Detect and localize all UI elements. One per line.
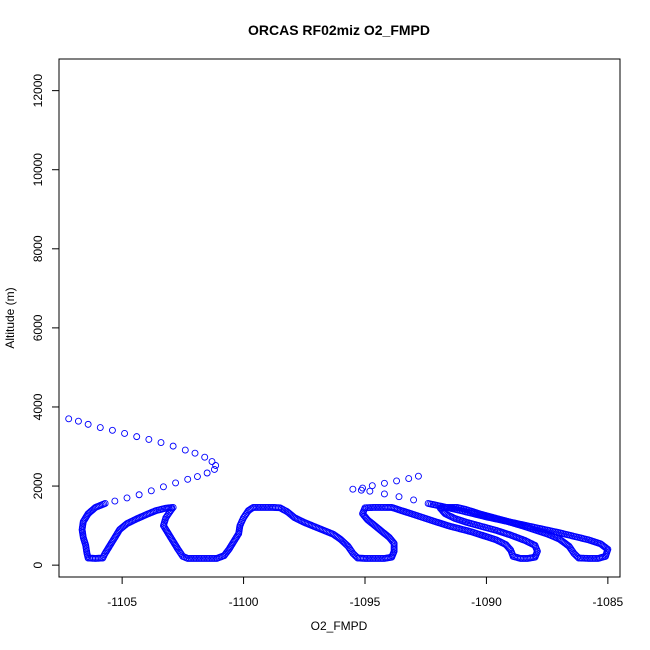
data-point (181, 446, 189, 454)
y-tick-label: 10000 (31, 153, 45, 187)
data-point (84, 420, 92, 428)
data-point (145, 435, 153, 443)
data-point (159, 483, 167, 491)
data-point (414, 472, 422, 480)
data-point (210, 466, 218, 473)
data-point (184, 475, 192, 483)
chart-title: ORCAS RF02miz O2_FMPD (248, 22, 430, 38)
data-point (203, 469, 211, 477)
x-axis: -1105 -1100 -1095 -1090 -1085 (107, 576, 624, 609)
data-point (157, 439, 165, 447)
data-point (359, 484, 367, 492)
data-point (393, 477, 401, 485)
data-point (193, 473, 201, 481)
data-point (121, 430, 129, 437)
data-point (208, 458, 216, 465)
x-tick-label: -1100 (229, 595, 259, 609)
data-point (380, 490, 388, 498)
data-point (65, 415, 73, 423)
data-points (65, 415, 612, 562)
x-axis-label: O2_FMPD (311, 619, 368, 633)
data-point (201, 453, 209, 461)
x-tick-label: -1085 (593, 595, 624, 609)
data-point (380, 479, 388, 487)
data-point (349, 549, 357, 557)
data-point (424, 500, 432, 507)
data-point (212, 462, 220, 469)
data-point (147, 487, 155, 495)
data-point (570, 549, 578, 557)
data-point (361, 512, 368, 520)
data-point (366, 487, 374, 495)
data-point (123, 494, 131, 502)
data-point (350, 551, 358, 558)
data-point (405, 475, 413, 482)
y-axis-label: Altitude (m) (3, 287, 17, 348)
data-point (349, 485, 357, 493)
data-point (135, 491, 143, 499)
data-point (133, 433, 141, 441)
y-tick-label: 6000 (31, 314, 45, 341)
data-point (571, 551, 579, 558)
data-point (172, 479, 180, 487)
data-point (395, 493, 403, 501)
y-tick-label: 8000 (31, 235, 45, 262)
data-point (111, 497, 119, 505)
data-point (191, 449, 199, 457)
data-point (108, 426, 116, 434)
x-tick-label: -1105 (107, 595, 137, 609)
x-tick-label: -1095 (350, 595, 381, 609)
y-tick-label: 4000 (31, 393, 45, 420)
data-point (342, 540, 350, 548)
x-tick-label: -1090 (471, 595, 502, 609)
y-axis: 0 2000 4000 6000 8000 10000 12000 (31, 74, 60, 568)
y-tick-label: 2000 (31, 472, 45, 499)
data-point (368, 482, 376, 490)
data-point (169, 442, 177, 450)
y-tick-label: 0 (31, 561, 45, 568)
data-point (410, 496, 418, 504)
data-point (96, 424, 104, 431)
y-tick-label: 12000 (31, 74, 45, 108)
data-point (74, 417, 82, 425)
